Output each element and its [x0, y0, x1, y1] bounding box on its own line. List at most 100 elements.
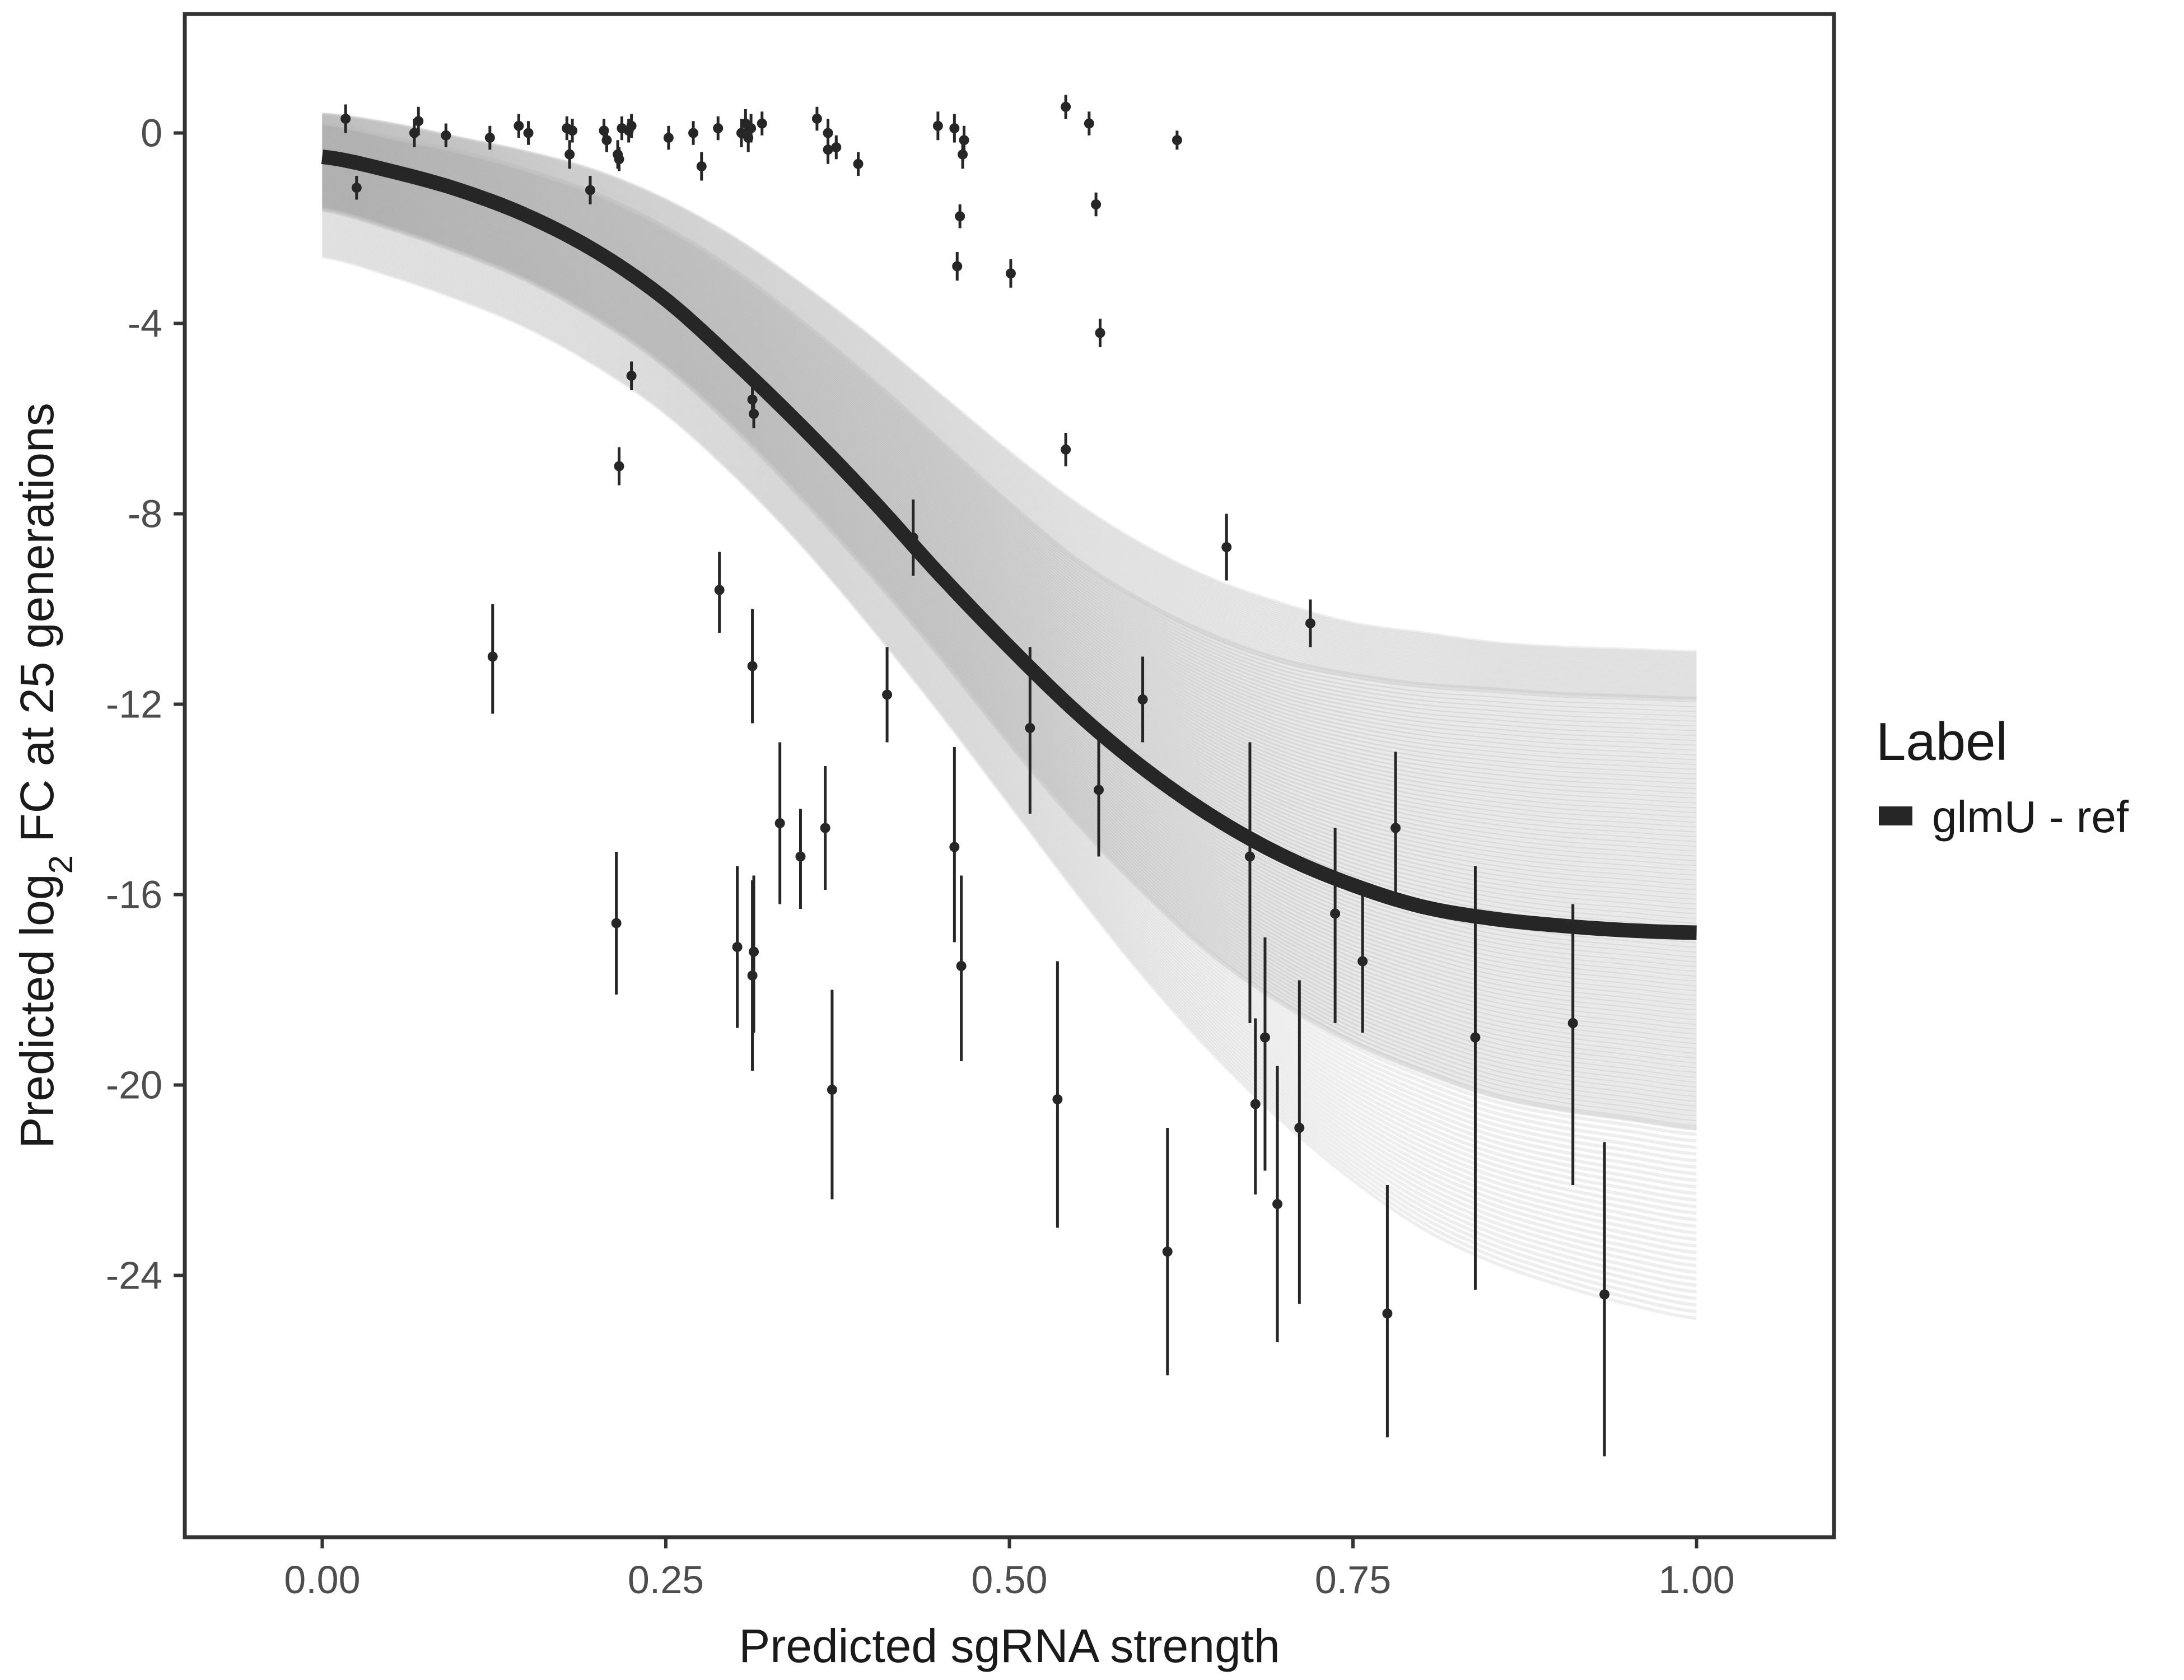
- posterior-sample-curve: [321, 166, 1697, 928]
- posterior-sample-curve: [321, 198, 1697, 1093]
- posterior-sample-curve: [321, 189, 1697, 1044]
- posterior-sample-curve: [321, 176, 1697, 982]
- posterior-sample-curve: [321, 150, 1697, 852]
- data-point-group: [1094, 732, 1104, 857]
- data-point: [1162, 1247, 1173, 1257]
- data-point: [1357, 956, 1368, 967]
- data-point-group: [1599, 1142, 1610, 1457]
- posterior-sample-curve: [321, 143, 1697, 818]
- posterior-sample-curve: [321, 136, 1697, 780]
- data-point-group: [487, 604, 498, 714]
- data-point: [1567, 1018, 1578, 1028]
- data-point: [340, 114, 351, 124]
- data-point: [714, 585, 725, 595]
- posterior-sample-curve: [321, 186, 1697, 1030]
- data-point-group: [949, 114, 960, 143]
- posterior-sample-curve: [322, 114, 1697, 664]
- data-point: [853, 158, 864, 169]
- data-point: [696, 161, 707, 171]
- y-tick-label: 0: [141, 111, 162, 155]
- data-point-group: [747, 609, 758, 724]
- posterior-sample-curve: [322, 118, 1697, 683]
- data-point-group: [949, 747, 960, 942]
- posterior-sample-curve: [321, 122, 1697, 707]
- posterior-sample-curve: [322, 119, 1697, 688]
- posterior-sample-curve: [321, 250, 1697, 1300]
- data-point: [601, 135, 612, 146]
- posterior-sample-curve: [321, 123, 1697, 717]
- posterior-sample-curve: [321, 248, 1697, 1294]
- posterior-sample-curve: [321, 203, 1697, 1117]
- data-point-group: [441, 123, 451, 147]
- posterior-sample-curve: [321, 146, 1697, 828]
- x-tick-label: 0.25: [628, 1558, 704, 1602]
- posterior-sample-curve: [322, 113, 1697, 655]
- posterior-sample-curve: [321, 181, 1697, 1006]
- data-point: [626, 120, 637, 131]
- data-point-group: [514, 114, 524, 138]
- posterior-sample-curve: [321, 198, 1697, 1088]
- data-point: [626, 371, 637, 381]
- posterior-sample-curve: [321, 253, 1697, 1314]
- data-point-group: [853, 152, 864, 176]
- posterior-sample-curve: [321, 177, 1697, 987]
- data-point: [1250, 1099, 1261, 1109]
- posterior-sample-curve: [321, 120, 1697, 702]
- posterior-sample-curve: [321, 180, 1697, 1001]
- posterior-sample-curve: [321, 235, 1697, 1242]
- posterior-sample-curve: [322, 116, 1697, 674]
- data-point: [1305, 618, 1315, 628]
- data-point-group: [956, 875, 967, 1061]
- data-point-group: [1061, 95, 1071, 119]
- data-point-group: [1025, 647, 1035, 814]
- data-point-group: [714, 552, 725, 633]
- data-point: [958, 149, 968, 160]
- posterior-sample-curve: [321, 232, 1697, 1228]
- data-point-group: [882, 647, 893, 743]
- posterior-sample-curve: [321, 150, 1697, 847]
- data-point-group: [1244, 742, 1255, 1023]
- data-point: [413, 116, 424, 127]
- data-point: [774, 818, 785, 828]
- posterior-sample-curve: [321, 132, 1697, 760]
- posterior-sample-curve: [322, 117, 1697, 680]
- data-point: [1095, 328, 1105, 338]
- data-point-group: [823, 135, 833, 164]
- data-point: [952, 261, 963, 272]
- posterior-sample-curve: [322, 114, 1697, 662]
- data-point: [827, 1085, 837, 1095]
- y-axis-title-prefix: Predicted: [11, 937, 63, 1149]
- posterior-sample-curve: [321, 164, 1697, 919]
- posterior-sample-curve: [321, 127, 1697, 736]
- data-point-group: [757, 111, 767, 136]
- posterior-sample-curve: [321, 225, 1697, 1202]
- data-point: [713, 123, 724, 133]
- posterior-sample-curve: [321, 165, 1697, 924]
- data-point: [949, 123, 960, 133]
- posterior-sample-curve: [321, 194, 1697, 1073]
- posterior-sample-curve: [321, 230, 1697, 1222]
- posterior-sample-curve: [322, 114, 1697, 665]
- y-tick-label: -24: [106, 1254, 162, 1298]
- data-point: [908, 533, 918, 543]
- data-point-group: [958, 140, 968, 169]
- data-point: [949, 842, 960, 852]
- posterior-sample-curve: [321, 131, 1697, 755]
- data-point-group: [351, 176, 362, 200]
- y-axis-title-log: log: [11, 874, 63, 936]
- posterior-sample-curve: [321, 251, 1697, 1307]
- posterior-sample-curve: [322, 120, 1697, 697]
- data-point: [955, 211, 965, 222]
- posterior-sample-curve: [321, 144, 1697, 823]
- posterior-sample-curve: [321, 143, 1697, 813]
- data-point-group: [1005, 259, 1016, 288]
- data-point: [1259, 1032, 1270, 1043]
- posterior-band: [321, 112, 1697, 1320]
- data-point: [1025, 723, 1035, 733]
- legend-key-glmU-ref: [1879, 806, 1912, 825]
- data-point-group: [614, 147, 624, 171]
- data-point-group: [732, 866, 743, 1028]
- data-point-group: [811, 106, 822, 131]
- posterior-sample-curve: [321, 244, 1697, 1274]
- data-point-group: [1095, 319, 1105, 347]
